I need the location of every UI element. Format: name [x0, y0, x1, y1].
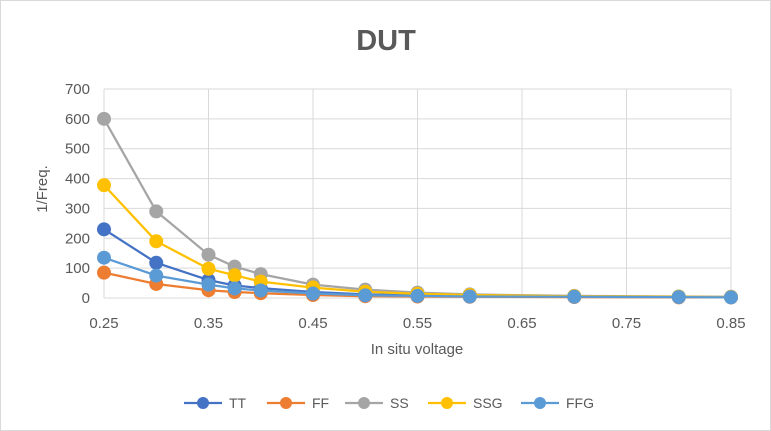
legend-item-tt: TT — [184, 395, 247, 411]
x-axis-ticks: 0.25 0.35 0.45 0.55 0.65 0.75 0.85 — [89, 315, 745, 332]
data-point-ssg — [149, 234, 164, 249]
chart-title: DUT — [356, 25, 416, 57]
legend: TT FF SS SSG FFG — [184, 395, 594, 411]
series-ffg — [97, 250, 738, 305]
legend-item-ffg: FFG — [521, 395, 594, 411]
x-tick-label: 0.75 — [612, 315, 641, 332]
y-tick-label: 400 — [65, 171, 90, 188]
data-point-ffg — [227, 281, 242, 296]
data-point-ffg — [149, 268, 164, 283]
legend-marker — [280, 397, 292, 409]
legend-item-ss: SS — [345, 395, 409, 411]
series-layer — [97, 111, 738, 305]
data-point-tt — [97, 222, 111, 237]
data-point-ffg — [253, 283, 268, 298]
data-point-ffg — [671, 290, 686, 305]
data-point-tt — [149, 255, 164, 270]
legend-label: FF — [312, 395, 329, 411]
data-point-ssg — [227, 268, 242, 283]
legend-marker — [197, 397, 209, 409]
data-point-ffg — [306, 286, 320, 301]
legend-label: SSG — [473, 395, 503, 411]
y-tick-label: 500 — [65, 141, 90, 158]
legend-marker — [441, 397, 453, 409]
legend-marker — [358, 397, 370, 409]
gridlines — [103, 88, 732, 299]
x-tick-label: 0.35 — [194, 315, 223, 332]
data-point-ssg — [201, 261, 216, 276]
legend-marker — [534, 397, 546, 409]
data-point-ff — [97, 265, 111, 280]
data-point-ffg — [97, 250, 111, 265]
data-point-ss — [201, 247, 216, 262]
data-point-ffg — [724, 290, 738, 305]
series-line-ffg — [103, 256, 732, 299]
data-point-ffg — [358, 288, 373, 303]
data-point-ss — [97, 111, 111, 126]
data-point-ffg — [567, 289, 582, 304]
legend-label: FFG — [566, 395, 594, 411]
y-axis-ticks: 0 100 200 300 400 500 600 700 — [65, 81, 90, 307]
y-tick-label: 200 — [65, 230, 90, 247]
x-tick-label: 0.55 — [403, 315, 432, 332]
y-tick-label: 300 — [65, 200, 90, 217]
y-tick-label: 600 — [65, 111, 90, 128]
data-point-ss — [149, 204, 164, 219]
legend-label: TT — [229, 395, 247, 411]
data-point-ssg — [97, 178, 111, 193]
x-axis-title: In situ voltage — [371, 341, 464, 358]
x-tick-label: 0.65 — [507, 315, 536, 332]
data-point-ffg — [201, 277, 216, 292]
x-tick-label: 0.45 — [298, 315, 327, 332]
data-point-ffg — [410, 288, 425, 303]
y-tick-label: 100 — [65, 260, 90, 277]
data-point-ffg — [462, 289, 477, 304]
y-tick-label: 0 — [82, 290, 90, 307]
legend-item-ff: FF — [267, 395, 329, 411]
y-tick-label: 700 — [65, 81, 90, 98]
y-axis-title: 1/Freq. — [34, 165, 51, 213]
legend-label: SS — [390, 395, 409, 411]
legend-item-ssg: SSG — [428, 395, 503, 411]
x-tick-label: 0.25 — [89, 315, 118, 332]
x-tick-label: 0.85 — [716, 315, 745, 332]
